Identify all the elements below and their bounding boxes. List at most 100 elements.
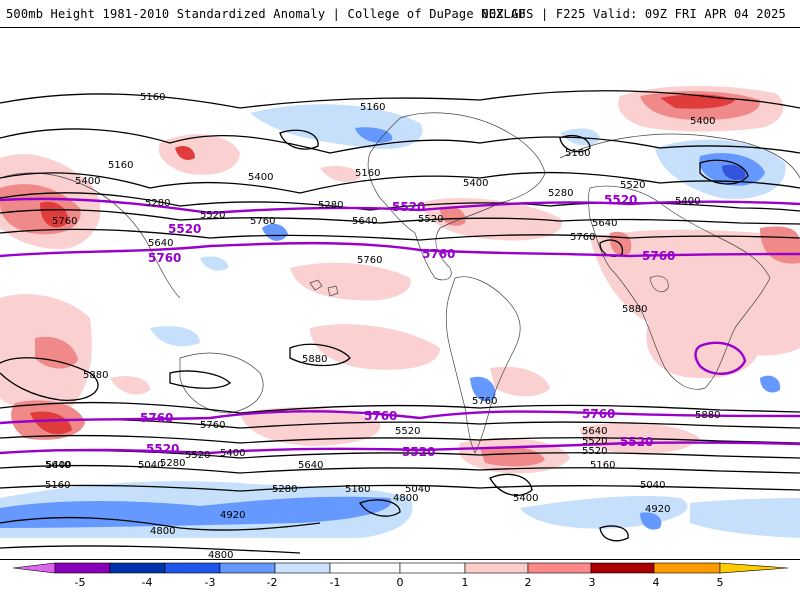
- contour-label-purple: 5520: [402, 445, 435, 459]
- positive-anomaly-shading: [0, 85, 800, 474]
- colorbar-segment: [590, 562, 655, 574]
- colorbar: [12, 562, 789, 574]
- contour-label: 5520: [185, 450, 210, 461]
- contour-label: 5040: [640, 480, 665, 491]
- contour-label-purple: 5760: [582, 407, 615, 421]
- contour-label: 5400: [513, 493, 538, 504]
- contour-label: 5640: [45, 460, 70, 471]
- contour-label-purple: 5520: [168, 222, 201, 236]
- colorbar-tick: -1: [329, 576, 341, 589]
- colorbar-segment: [399, 562, 466, 574]
- contour-label: 5160: [565, 148, 590, 159]
- colorbar-tick: 2: [524, 576, 532, 589]
- contour-label-purple: 5520: [604, 193, 637, 207]
- colorbar-segment: [164, 562, 221, 574]
- contour-label: 5640: [298, 460, 323, 471]
- contour-label: 5280: [272, 484, 297, 495]
- colorbar-legend: -5 -4 -3 -2 -1 0 1 2 3 4 5: [0, 560, 800, 600]
- contour-label: 5400: [463, 178, 488, 189]
- contour-label: 5640: [582, 426, 607, 437]
- colorbar-segment: [653, 562, 721, 574]
- contour-label: 5400: [75, 176, 100, 187]
- contour-label: 5280: [145, 198, 170, 209]
- colorbar-segment: [719, 562, 789, 574]
- reference-contour-labels: 5520 5760 5520 5760 5520 5760 5760 5760 …: [140, 193, 675, 459]
- contour-label-purple: 5760: [642, 249, 675, 263]
- reference-contours: [0, 197, 800, 455]
- contour-label: 5160: [345, 484, 370, 495]
- contour-label: 4800: [208, 550, 233, 559]
- contour-label: 4800: [393, 493, 418, 504]
- contour-label-purple: 5760: [364, 409, 397, 423]
- contour-label: 5520: [418, 214, 443, 225]
- contour-label: 5760: [250, 216, 275, 227]
- contour-label: 5280: [548, 188, 573, 199]
- contour-label: 5520: [200, 210, 225, 221]
- contour-label: 5880: [622, 304, 647, 315]
- contour-label: 4920: [645, 504, 670, 515]
- contour-label: 5760: [200, 420, 225, 431]
- contour-label: 4800: [150, 526, 175, 537]
- contour-label: 5760: [472, 396, 497, 407]
- colorbar-segment: [464, 562, 529, 574]
- contour-label: 5400: [220, 448, 245, 459]
- contour-label: 5160: [140, 92, 165, 103]
- height-contour-labels: 5160 5160 5160 5160 5160 5400 5400 5400 …: [45, 92, 720, 559]
- contour-label: 5160: [45, 480, 70, 491]
- contour-label: 5400: [675, 196, 700, 207]
- contour-label-purple: 5520: [392, 200, 425, 214]
- colorbar-tick: -3: [204, 576, 216, 589]
- contour-label: 5880: [83, 370, 108, 381]
- colorbar-tick: -5: [74, 576, 86, 589]
- contour-label: 5280: [318, 200, 343, 211]
- contour-label: 5400: [690, 116, 715, 127]
- contour-label: 5400: [248, 172, 273, 183]
- header: 500mb Height 1981-2010 Standardized Anom…: [0, 0, 800, 26]
- contour-label: 5640: [592, 218, 617, 229]
- colorbar-tick: 0: [396, 576, 404, 589]
- colorbar-segment: [219, 562, 276, 574]
- contour-label: 5640: [352, 216, 377, 227]
- contour-label: 5400: [46, 460, 71, 471]
- colorbar-tick: -2: [266, 576, 278, 589]
- contour-label: 4920: [220, 510, 245, 521]
- contour-label: 5520: [582, 436, 607, 447]
- contour-label: 5760: [357, 255, 382, 266]
- contour-label: 5880: [302, 354, 327, 365]
- anomaly-map: 5160 5160 5160 5160 5160 5400 5400 5400 …: [0, 85, 800, 559]
- contour-label: 5520: [395, 426, 420, 437]
- colorbar-segment: [12, 562, 56, 574]
- contour-label: 5160: [355, 168, 380, 179]
- contour-label: 5040: [138, 460, 163, 471]
- coastlines: [0, 112, 800, 454]
- contour-label: 5640: [148, 238, 173, 249]
- contour-label: 5880: [695, 410, 720, 421]
- colorbar-tick: 4: [652, 576, 660, 589]
- colorbar-segment: [274, 562, 331, 574]
- contour-label: 5160: [108, 160, 133, 171]
- map-panel: 5160 5160 5160 5160 5160 5400 5400 5400 …: [0, 27, 800, 560]
- colorbar-tick: 3: [588, 576, 596, 589]
- contour-label: 5280: [160, 458, 185, 469]
- contour-label: 5520: [582, 446, 607, 457]
- colorbar-segment: [329, 562, 401, 574]
- contour-label: 5760: [52, 216, 77, 227]
- contour-label-purple: 5520: [146, 442, 179, 456]
- map-title: 500mb Height 1981-2010 Standardized Anom…: [6, 7, 526, 21]
- colorbar-tick: 5: [716, 576, 724, 589]
- contour-label: 5040: [405, 484, 430, 495]
- contour-label-purple: 5760: [422, 247, 455, 261]
- colorbar-tick: -4: [141, 576, 153, 589]
- contour-label-purple: 5520: [620, 435, 653, 449]
- colorbar-segment: [54, 562, 111, 574]
- contour-label: 5160: [360, 102, 385, 113]
- contour-label-purple: 5760: [140, 411, 173, 425]
- colorbar-segment: [527, 562, 592, 574]
- contour-label: 5160: [590, 460, 615, 471]
- contour-label-purple: 5760: [148, 251, 181, 265]
- contour-label: 5760: [570, 232, 595, 243]
- model-run-info: 00Z GFS | F225 Valid: 09Z FRI APR 04 202…: [481, 7, 786, 21]
- colorbar-tick: 1: [461, 576, 469, 589]
- contour-label: 5520: [620, 180, 645, 191]
- colorbar-segment: [109, 562, 166, 574]
